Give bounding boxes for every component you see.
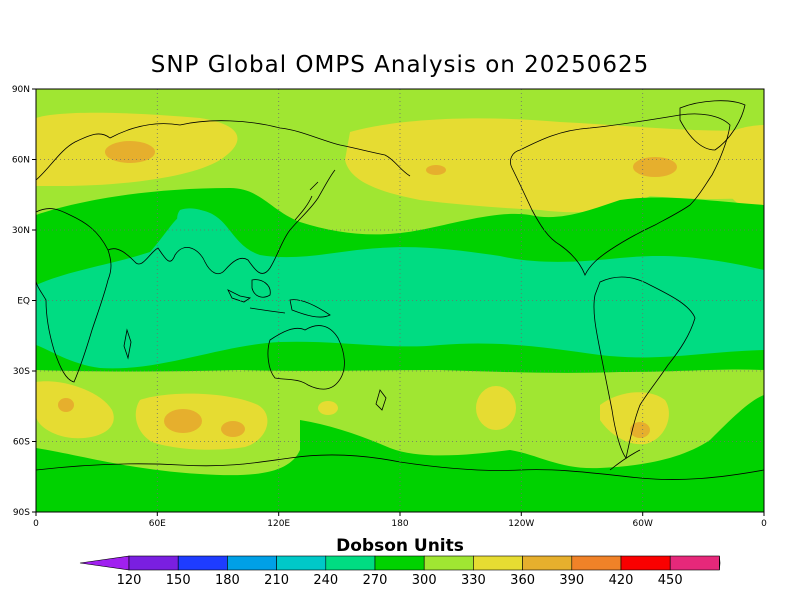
latitude-labels: 90N 60N 30N EQ 30S 60S 90S xyxy=(12,85,30,518)
coast-sumatra xyxy=(227,289,252,303)
colorbar-swatch xyxy=(177,555,228,571)
band-390-420-north-b xyxy=(633,157,677,177)
coast-borneo xyxy=(251,279,271,298)
colorbar-label: 300 xyxy=(412,573,437,588)
colorbar-swatch xyxy=(128,555,179,571)
colorbar-swatch xyxy=(473,555,523,571)
lon-label: 60W xyxy=(633,519,653,529)
lon-label: 180 xyxy=(391,519,408,529)
band-360-390-south-c xyxy=(318,401,338,415)
colorbar-label: 420 xyxy=(609,573,634,588)
coast-japan xyxy=(294,181,319,221)
lat-label: 90S xyxy=(13,508,30,518)
coast-asia-south xyxy=(107,169,336,275)
coast-north-america xyxy=(510,113,731,276)
lat-label: 30S xyxy=(13,367,30,377)
colorbar-label: 390 xyxy=(559,573,584,588)
band-390-420-south-c xyxy=(221,421,245,437)
band-390-420-south-d xyxy=(630,422,650,438)
band-390-420-north-c xyxy=(426,165,446,175)
colorbar-label: 180 xyxy=(215,573,240,588)
colorbar-label: 120 xyxy=(117,573,142,588)
lat-label: 60S xyxy=(13,438,30,448)
map-title: SNP Global OMPS Analysis on 20250625 xyxy=(150,52,650,78)
colorbar-arrow-low xyxy=(79,555,130,571)
coast-java xyxy=(249,307,286,314)
lat-label: 60N xyxy=(12,156,30,166)
longitude-labels: 0 60E 120E 180 120W 60W 0 xyxy=(33,519,767,529)
coast-south-america xyxy=(593,276,696,459)
colorbar-arrow-high xyxy=(719,555,721,571)
lat-label: 90N xyxy=(12,85,30,95)
lon-label: 60E xyxy=(149,519,166,529)
coast-antarctic-peninsula xyxy=(609,449,641,471)
colorbar xyxy=(79,555,721,571)
colorbar-swatch xyxy=(571,555,622,571)
colorbar-swatch xyxy=(227,555,277,571)
lat-label: 30N xyxy=(12,226,30,236)
lat-label: EQ xyxy=(17,297,30,307)
colorbar-swatch xyxy=(374,555,425,571)
lon-label: 120W xyxy=(508,519,534,529)
colorbar-labels: 120 150 180 210 240 270 300 330 360 390 … xyxy=(117,573,683,588)
coast-eurasia-north xyxy=(36,120,411,181)
colorbar-label: 210 xyxy=(264,573,289,588)
coast-australia xyxy=(267,325,345,390)
colorbar-label: 240 xyxy=(313,573,338,588)
lon-label: 0 xyxy=(761,519,767,529)
colorbar-label: 270 xyxy=(363,573,388,588)
coast-new-zealand xyxy=(375,389,387,411)
ticks xyxy=(32,88,765,516)
colorbar-label: 450 xyxy=(658,573,683,588)
colorbar-swatch xyxy=(325,555,376,571)
colorbar-title: Dobson Units xyxy=(336,536,464,556)
band-270-300-asia xyxy=(177,208,219,248)
gridlines xyxy=(36,89,764,512)
band-270-300 xyxy=(36,209,764,369)
band-360-390-south-d xyxy=(476,386,516,430)
band-390-420-south-b xyxy=(164,409,202,433)
coast-greenland xyxy=(679,100,746,151)
band-390-420-south-a xyxy=(58,398,74,412)
band-390-420-north-a xyxy=(105,141,155,163)
colorbar-label: 360 xyxy=(510,573,535,588)
colorbar-swatch xyxy=(669,555,720,571)
band-360-390-north-pacific xyxy=(345,118,764,213)
colorbar-swatch xyxy=(620,555,671,571)
colorbar-swatch xyxy=(423,555,474,571)
colorbar-label: 150 xyxy=(166,573,191,588)
lon-label: 120E xyxy=(267,519,290,529)
coast-africa xyxy=(36,208,112,383)
colorbar-swatch xyxy=(276,555,327,571)
colorbar-swatch xyxy=(522,555,573,571)
lon-label: 0 xyxy=(33,519,39,529)
band-360-390-south-e xyxy=(600,392,669,445)
band-360-390-north-atlantic xyxy=(728,125,764,215)
colorbar-label: 330 xyxy=(461,573,486,588)
band-360-390-south-a xyxy=(36,381,114,439)
coast-madagascar xyxy=(123,328,132,360)
